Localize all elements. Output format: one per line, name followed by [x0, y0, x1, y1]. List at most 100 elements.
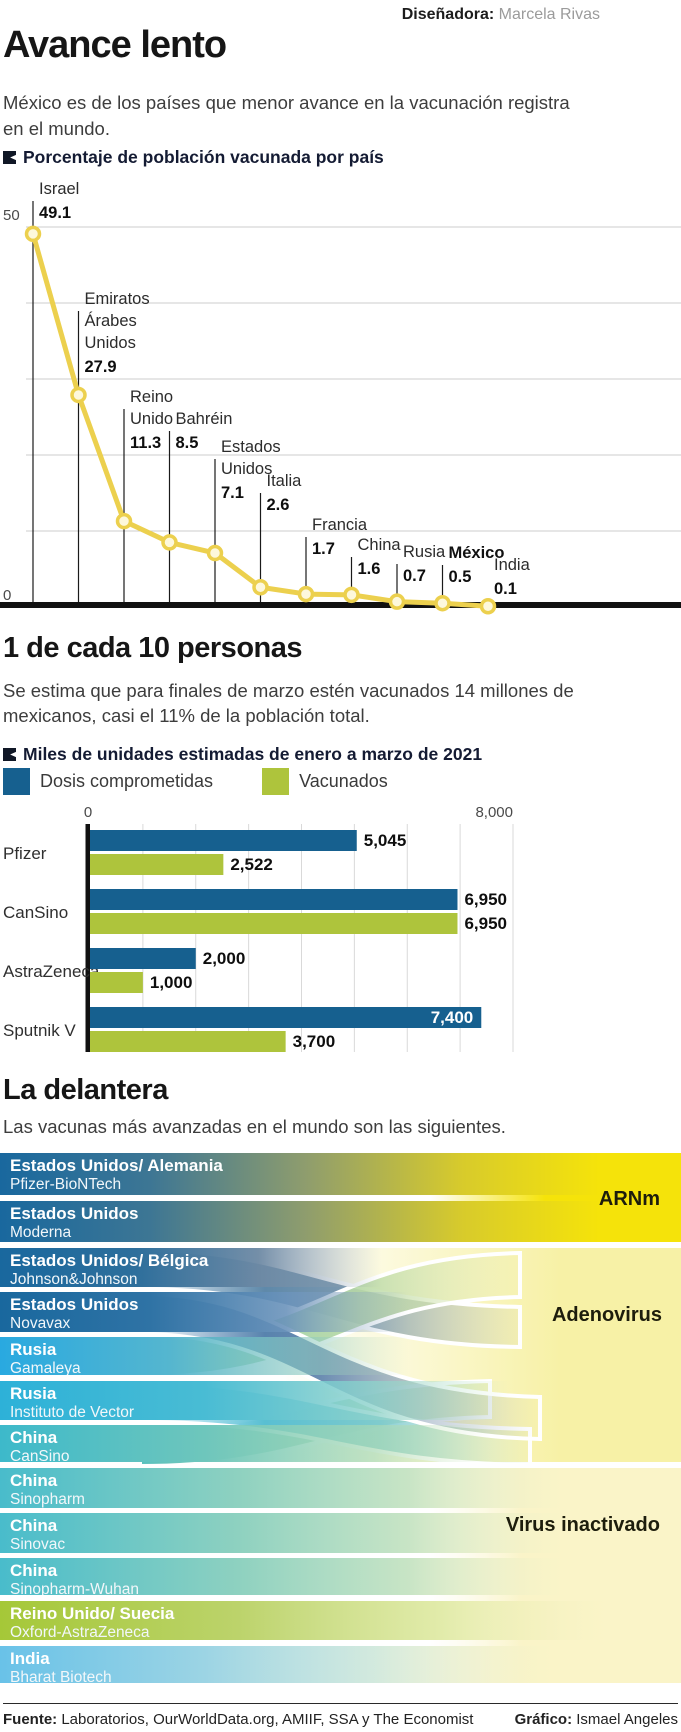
svg-text:Rusia: Rusia	[403, 543, 446, 561]
svg-text:China: China	[10, 1471, 58, 1490]
vaccine-sankey-diagram: Estados Unidos/ AlemaniaPfizer-BioNTechE…	[0, 1153, 681, 1684]
svg-text:Sinopharm: Sinopharm	[10, 1491, 85, 1508]
sankey-band	[0, 1381, 681, 1420]
svg-text:49.1: 49.1	[39, 204, 71, 222]
svg-text:CanSino: CanSino	[3, 903, 68, 922]
svg-text:México: México	[449, 544, 505, 562]
legend-item: Dosis comprometidas	[3, 768, 213, 795]
svg-text:India: India	[494, 556, 531, 574]
sankey-band	[0, 1153, 681, 1195]
svg-text:Sinovac: Sinovac	[10, 1536, 65, 1553]
svg-text:5,045: 5,045	[364, 831, 407, 850]
svg-text:0.7: 0.7	[403, 567, 426, 585]
footer: Fuente: Laboratorios, OurWorldData.org, …	[3, 1711, 678, 1728]
svg-text:6,950: 6,950	[464, 914, 507, 933]
legend-swatch	[3, 768, 30, 795]
svg-text:8,000: 8,000	[475, 804, 513, 821]
data-point	[479, 597, 497, 615]
bar-Vacunados	[90, 972, 143, 993]
svg-text:Estados Unidos/ Alemania: Estados Unidos/ Alemania	[10, 1156, 223, 1175]
legend-label: Dosis comprometidas	[40, 771, 214, 791]
data-point	[297, 585, 315, 603]
svg-text:2,000: 2,000	[203, 949, 246, 968]
source-label: Fuente:	[3, 1711, 58, 1728]
credit-name: Ismael Angeles	[576, 1711, 678, 1728]
svg-text:7.1: 7.1	[221, 484, 244, 502]
svg-text:China: China	[10, 1428, 58, 1447]
bar-Vacunados	[90, 913, 458, 934]
svg-text:0: 0	[84, 804, 92, 821]
data-point	[434, 594, 451, 612]
legend-item: Vacunados	[262, 768, 388, 795]
svg-text:1.7: 1.7	[312, 540, 335, 558]
svg-text:Sputnik V: Sputnik V	[3, 1021, 76, 1040]
row-separator	[0, 1375, 265, 1381]
row-separator	[0, 1553, 523, 1558]
svg-text:0.1: 0.1	[494, 580, 517, 598]
line-chart-title: Porcentaje de población vacunada por paí…	[23, 147, 384, 167]
svg-text:Francia: Francia	[312, 516, 368, 534]
svg-text:3,700: 3,700	[293, 1032, 336, 1051]
sankey-band	[0, 1337, 681, 1375]
designer-label: Diseñadora:	[401, 6, 495, 23]
section3-subtitle: Las vacunas más avanzadas en el mundo so…	[3, 1116, 506, 1137]
svg-text:Estados Unidos: Estados Unidos	[10, 1295, 138, 1314]
svg-text:Pfizer-BioNTech: Pfizer-BioNTech	[10, 1176, 121, 1193]
svg-text:Johnson&Johnson: Johnson&Johnson	[10, 1271, 138, 1288]
section3-title: La delantera	[3, 1074, 168, 1106]
data-point	[115, 512, 133, 530]
svg-text:Sinopharm-Wuhan: Sinopharm-Wuhan	[10, 1581, 139, 1598]
svg-text:Unidos: Unidos	[221, 460, 272, 478]
row-separator	[0, 1332, 265, 1337]
svg-text:Bharat Biotech: Bharat Biotech	[10, 1669, 112, 1684]
sankey-band	[0, 1513, 681, 1553]
bar-chart-title: Miles de unidades estimadas de enero a m…	[23, 744, 483, 764]
svg-text:China: China	[10, 1561, 58, 1580]
row-separator	[0, 1595, 523, 1601]
svg-text:1.6: 1.6	[358, 560, 381, 578]
svg-text:Unidos: Unidos	[85, 334, 136, 352]
bar-Vacunados	[90, 854, 224, 875]
legend-label: Vacunados	[299, 771, 388, 791]
sankey-band	[0, 1201, 681, 1242]
designer-name: Marcela Rivas	[498, 6, 600, 23]
row-separator	[0, 1420, 265, 1425]
svg-text:6,950: 6,950	[464, 890, 507, 909]
sankey-band	[0, 1558, 681, 1595]
svg-text:Emiratos: Emiratos	[85, 290, 150, 308]
category-label-Adenovirus: Adenovirus	[552, 1304, 662, 1326]
footer-divider	[3, 1703, 678, 1704]
vaccination-line-chart: 50 0 Israel 49.1 Emiratos Árabes Unidos 27.9 Rei…	[0, 180, 681, 615]
section-bullet-icon	[3, 151, 16, 164]
y-axis	[85, 824, 90, 1052]
data-point	[388, 593, 406, 610]
svg-text:Estados Unidos: Estados Unidos	[10, 1204, 138, 1223]
svg-text:Bahréin: Bahréin	[176, 410, 233, 428]
svg-text:Reino Unido/ Suecia: Reino Unido/ Suecia	[10, 1604, 175, 1623]
bar-Dosis comprometidas	[90, 889, 458, 910]
bar-chart-kicker: Miles de unidades estimadas de enero a m…	[3, 744, 482, 765]
sankey-band	[0, 1646, 681, 1683]
footer-source: Fuente: Laboratorios, OurWorldData.org, …	[3, 1711, 473, 1728]
svg-text:11.3: 11.3	[130, 434, 161, 452]
svg-text:Estados Unidos/ Bélgica: Estados Unidos/ Bélgica	[10, 1251, 209, 1270]
svg-text:Rusia: Rusia	[10, 1384, 57, 1403]
svg-text:India: India	[10, 1649, 50, 1668]
data-point	[206, 544, 224, 562]
byline: Diseñadora: Marcela Rivas	[402, 6, 600, 24]
row-separator	[0, 1508, 523, 1513]
bar-Dosis comprometidas	[90, 830, 357, 851]
category-label-Virus inactivado: Virus inactivado	[506, 1514, 660, 1536]
sankey-band	[0, 1468, 681, 1508]
bar-chart-legend: Dosis comprometidas Vacunados	[3, 768, 388, 795]
